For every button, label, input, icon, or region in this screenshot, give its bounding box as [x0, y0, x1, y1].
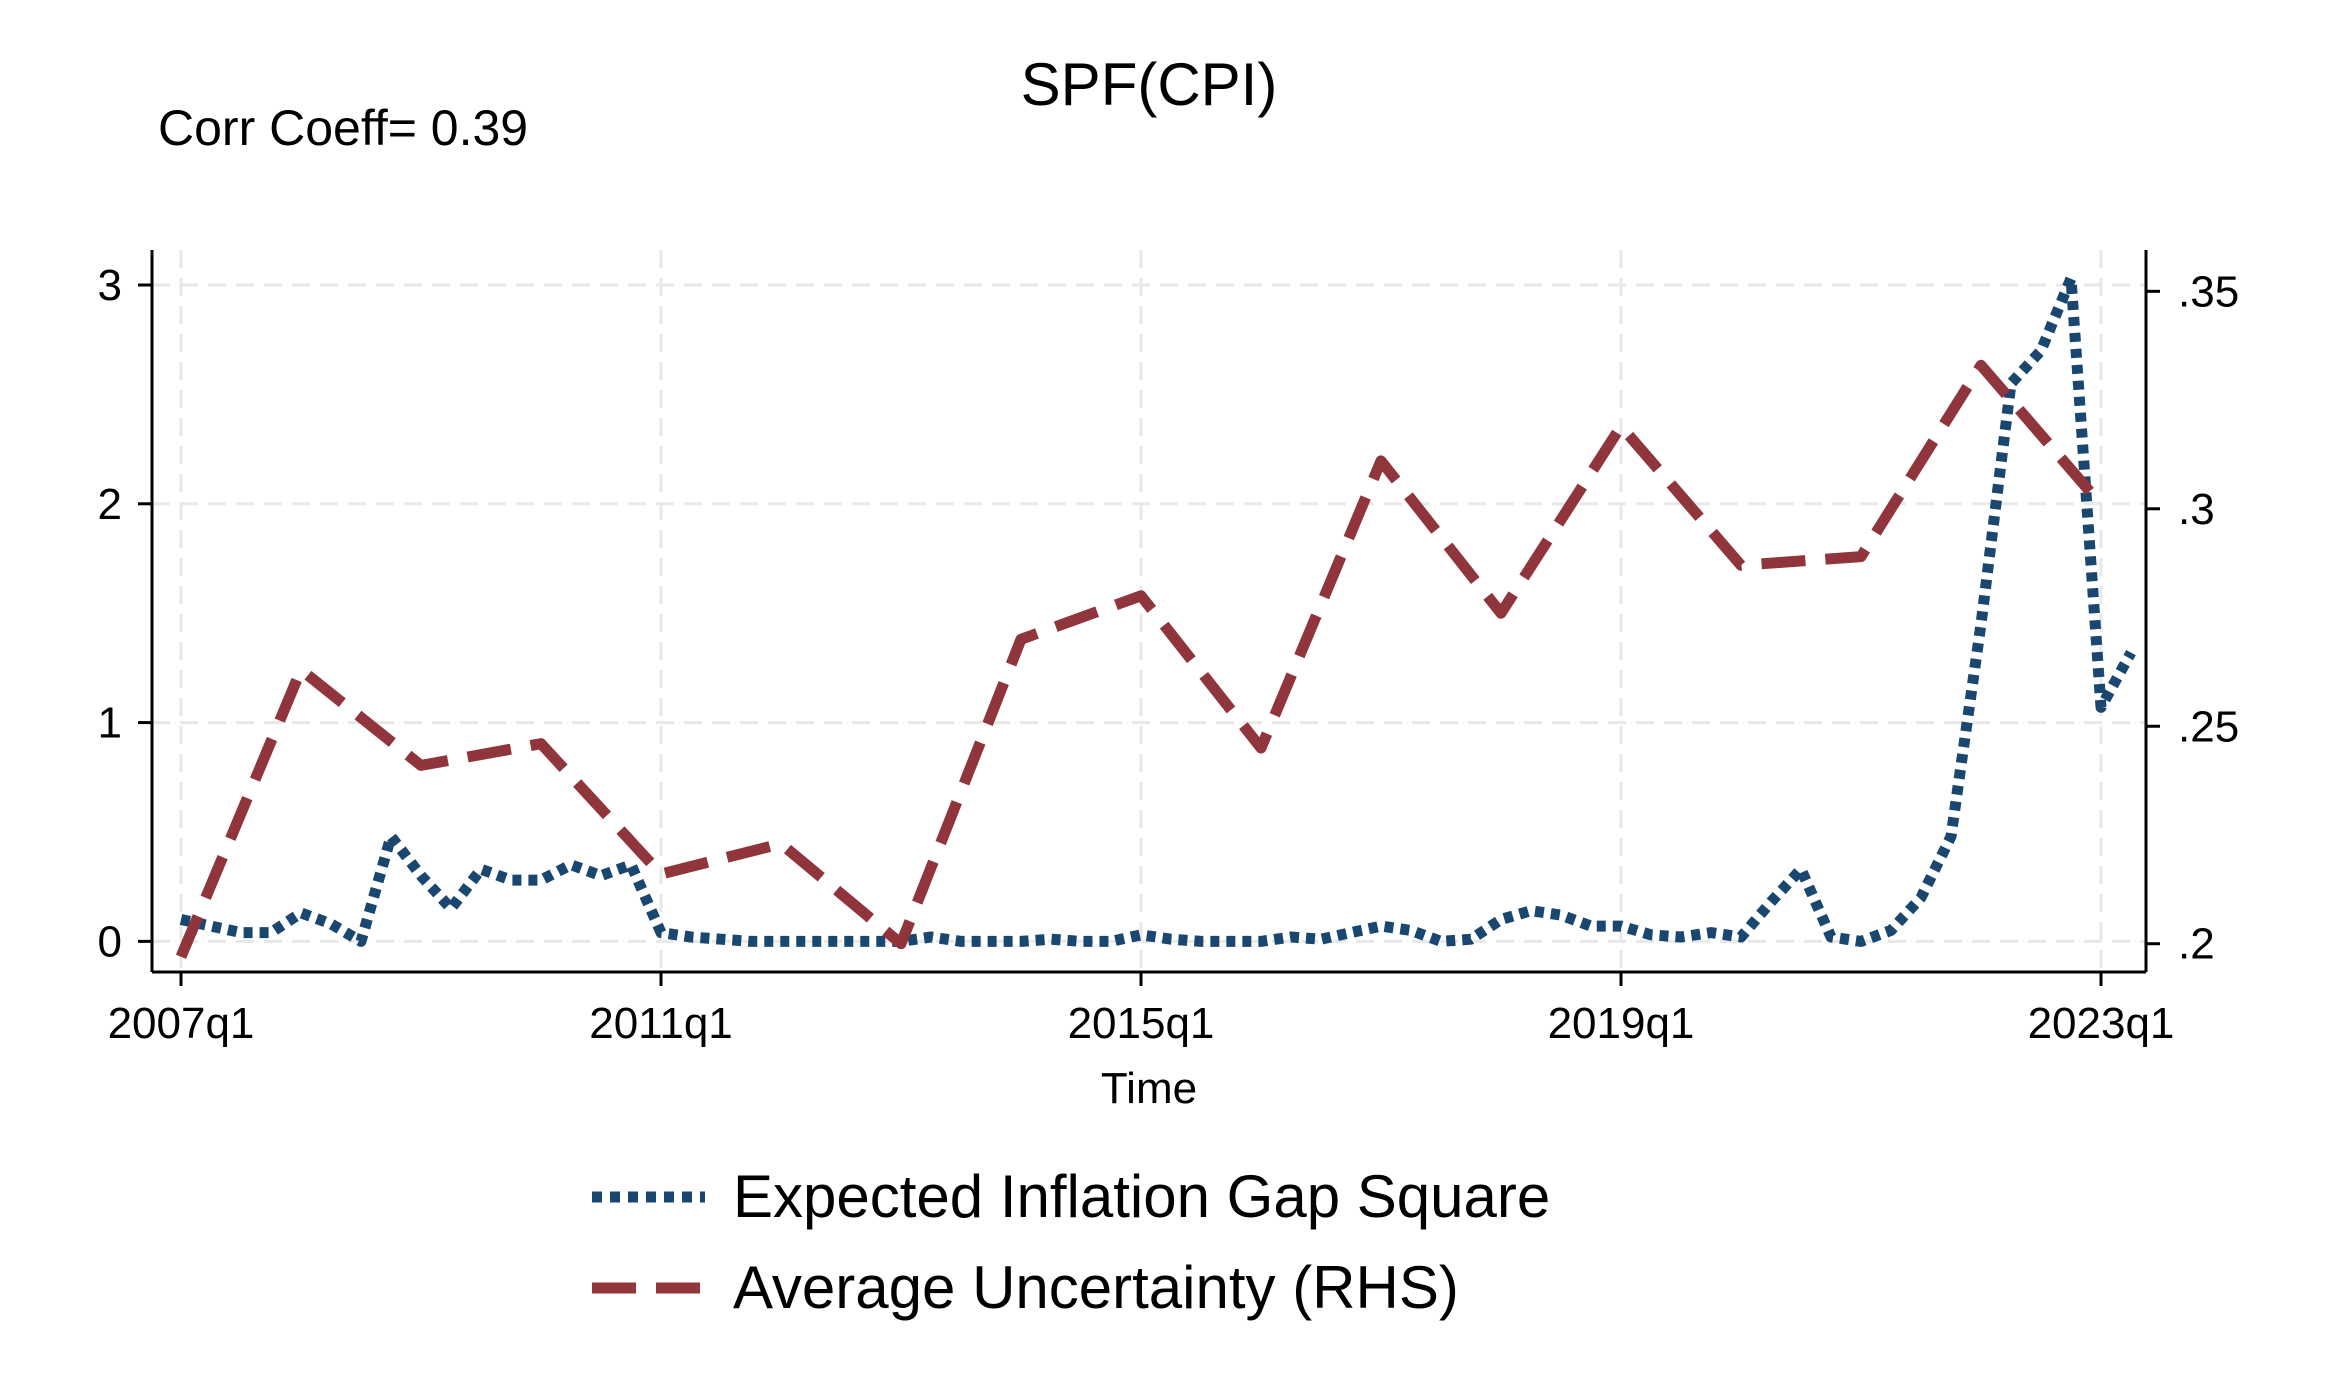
legend-label-series-1: Expected Inflation Gap Square [733, 1163, 1550, 1230]
legend-item-series-2: Average Uncertainty (RHS) [592, 1254, 1459, 1321]
x-tick-label: 2019q1 [1548, 999, 1695, 1048]
y-left-tick-label: 2 [98, 480, 122, 529]
x-axis-label: Time [1101, 1064, 1197, 1113]
legend: Expected Inflation Gap Square Average Un… [592, 1163, 1550, 1321]
y-right-tick-label: .25 [2178, 702, 2239, 751]
axes: 2007q1 2011q1 2015q1 2019q1 2023q1 0 1 2 3 .2 .25.… [98, 250, 2239, 1048]
legend-label-series-2: Average Uncertainty (RHS) [733, 1254, 1459, 1321]
x-tick-label: 2015q1 [1068, 999, 1215, 1048]
series-line-2 [175, 359, 2106, 959]
chart-subtitle: Corr Coeff= 0.39 [158, 100, 528, 156]
y-right-tick-label: .2 [2178, 920, 2215, 969]
chart-title: SPF(CPI) [1021, 51, 1278, 118]
series-layer [175, 272, 2136, 959]
y-left-tick-label: 0 [98, 917, 122, 966]
x-tick-label: 2011q1 [589, 999, 733, 1048]
x-tick-label: 2007q1 [108, 999, 255, 1048]
y-left-tick-label: 1 [98, 699, 122, 748]
y-right-tick-label: .3 [2178, 485, 2215, 534]
y-right-tick-label: .35 [2178, 267, 2239, 316]
y-left-tick-label: 3 [98, 261, 122, 310]
legend-item-series-1: Expected Inflation Gap Square [592, 1163, 1550, 1230]
plot-region: 2007q1 2011q1 2015q1 2019q1 2023q1 0 1 2 3 .2 .25.… [98, 250, 2239, 1048]
x-tick-label: 2023q1 [2028, 999, 2175, 1048]
